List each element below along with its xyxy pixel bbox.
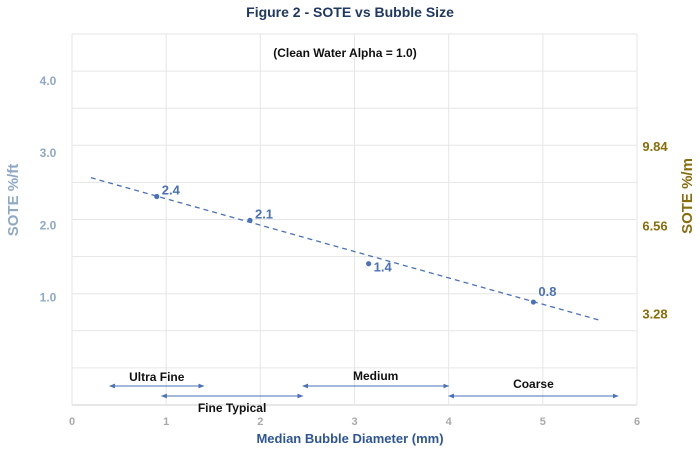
y-tick-label: 1.0 — [40, 291, 57, 305]
y-tick-label: 3.0 — [40, 146, 57, 160]
data-label: 2.4 — [162, 182, 181, 197]
x-tick-label: 5 — [540, 416, 546, 428]
range-label: Medium — [353, 369, 398, 383]
y2-tick-label: 6.56 — [642, 218, 667, 233]
marks: 2.4 2.1 1.4 0.8 Ultra Fine Fine Typical Medium… — [90, 177, 619, 415]
data-label: 2.1 — [255, 206, 273, 221]
x-axis-label: Median Bubble Diameter (mm) — [256, 431, 443, 446]
data-label: 0.8 — [538, 284, 556, 299]
y-tick-label: 2.0 — [40, 218, 57, 232]
x-tick-label: 3 — [351, 416, 357, 428]
data-point — [247, 217, 253, 223]
y2-tick-label: 9.84 — [642, 139, 668, 154]
y-tick-label: 4.0 — [40, 74, 57, 88]
data-point — [530, 299, 537, 305]
y2-tick-label: 3.28 — [642, 307, 667, 322]
x-tick-label: 6 — [634, 416, 640, 428]
range-label: Ultra Fine — [129, 370, 185, 384]
y2-axis-label: SOTE %/m — [679, 158, 696, 234]
x-tick-label: 0 — [69, 416, 75, 428]
y-axis-label: SOTE %/ft — [5, 164, 22, 237]
x-tick-label: 4 — [446, 416, 453, 428]
trendline — [90, 177, 600, 321]
data-label: 1.4 — [374, 260, 393, 275]
chart-subtitle: (Clean Water Alpha = 1.0) — [273, 46, 416, 60]
data-point — [366, 261, 372, 267]
range-label: Coarse — [513, 377, 554, 391]
chart-title: Figure 2 - SOTE vs Bubble Size — [246, 4, 454, 20]
x-tick-label: 2 — [257, 416, 263, 428]
x-tick-label: 1 — [163, 416, 169, 428]
data-point — [154, 193, 160, 200]
range-label: Fine Typical — [198, 401, 266, 415]
grid: 0 1 2 3 4 5 6 1.0 2.0 3.0 4.0 3.28 6.56 9.84 — [40, 33, 668, 428]
